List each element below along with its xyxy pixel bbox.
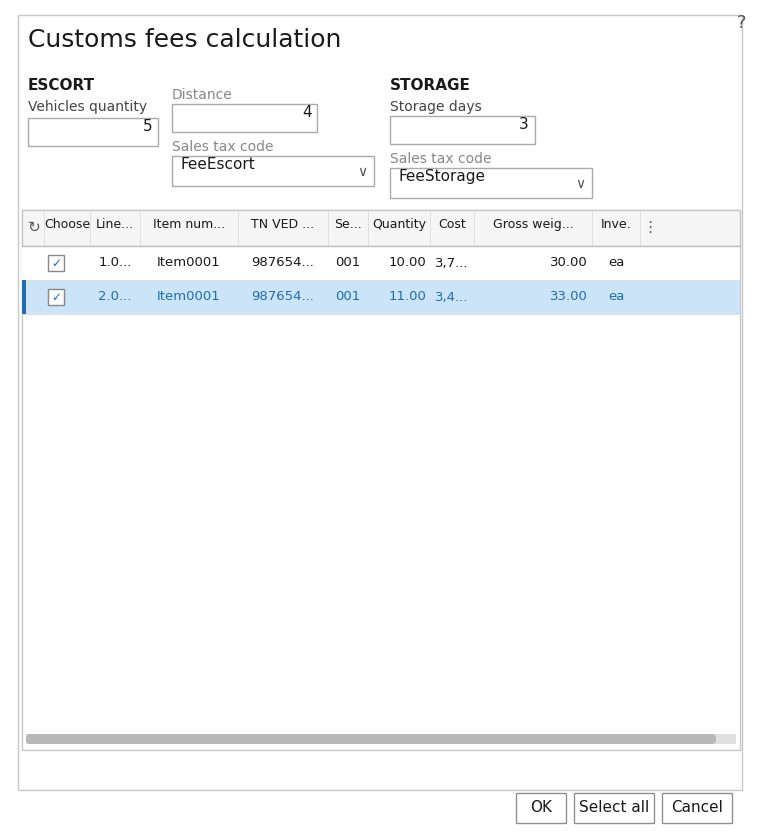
Text: 3,7...: 3,7... <box>435 257 469 269</box>
Text: ESCORT: ESCORT <box>28 78 95 93</box>
Text: Line...: Line... <box>96 218 134 231</box>
Text: Cancel: Cancel <box>671 801 723 816</box>
Text: 3: 3 <box>519 117 529 132</box>
Text: Cost: Cost <box>438 218 466 231</box>
FancyBboxPatch shape <box>48 289 64 305</box>
FancyBboxPatch shape <box>18 15 742 790</box>
Text: TN VED ...: TN VED ... <box>252 218 315 231</box>
Text: 987654...: 987654... <box>252 290 315 304</box>
Text: FeeEscort: FeeEscort <box>180 157 255 172</box>
Text: ?: ? <box>737 14 746 32</box>
FancyBboxPatch shape <box>22 246 740 280</box>
Text: OK: OK <box>530 801 552 816</box>
Text: ↻: ↻ <box>27 220 40 235</box>
Text: Gross weig...: Gross weig... <box>492 218 573 231</box>
Text: ✓: ✓ <box>51 290 61 304</box>
FancyBboxPatch shape <box>662 793 732 823</box>
Text: 33.00: 33.00 <box>550 290 588 304</box>
Text: Sales tax code: Sales tax code <box>390 152 492 166</box>
Text: ∨: ∨ <box>357 165 367 179</box>
Text: 001: 001 <box>335 257 361 269</box>
FancyBboxPatch shape <box>22 280 740 314</box>
Text: ✓: ✓ <box>51 257 61 269</box>
Text: 5: 5 <box>142 119 152 134</box>
Text: Item0001: Item0001 <box>157 257 221 269</box>
Text: ⋮: ⋮ <box>642 220 657 235</box>
FancyBboxPatch shape <box>390 116 535 144</box>
FancyBboxPatch shape <box>26 734 716 744</box>
Text: STORAGE: STORAGE <box>390 78 471 93</box>
Text: ea: ea <box>608 290 624 304</box>
Text: 4: 4 <box>302 105 312 120</box>
Text: Quantity: Quantity <box>372 218 426 231</box>
Text: Storage days: Storage days <box>390 100 482 114</box>
Text: Vehicles quantity: Vehicles quantity <box>28 100 147 114</box>
Text: Item0001: Item0001 <box>157 290 221 304</box>
Text: Inve.: Inve. <box>600 218 632 231</box>
Text: 30.00: 30.00 <box>550 257 588 269</box>
FancyBboxPatch shape <box>390 168 592 198</box>
Text: 11.00: 11.00 <box>388 290 426 304</box>
Text: Choose: Choose <box>44 218 90 231</box>
FancyBboxPatch shape <box>172 104 317 132</box>
Text: ea: ea <box>608 257 624 269</box>
FancyBboxPatch shape <box>172 156 374 186</box>
FancyBboxPatch shape <box>26 734 736 744</box>
Text: Se...: Se... <box>334 218 362 231</box>
Text: FeeStorage: FeeStorage <box>398 169 485 184</box>
Text: Select all: Select all <box>579 801 649 816</box>
Text: 10.00: 10.00 <box>388 257 426 269</box>
Text: 1.0...: 1.0... <box>98 257 131 269</box>
Text: Item num...: Item num... <box>153 218 225 231</box>
FancyBboxPatch shape <box>22 210 740 750</box>
Text: Distance: Distance <box>172 88 233 102</box>
Text: Sales tax code: Sales tax code <box>172 140 274 154</box>
Text: 987654...: 987654... <box>252 257 315 269</box>
FancyBboxPatch shape <box>516 793 566 823</box>
FancyBboxPatch shape <box>28 118 158 146</box>
FancyBboxPatch shape <box>574 793 654 823</box>
Text: ∨: ∨ <box>575 177 585 191</box>
FancyBboxPatch shape <box>22 280 26 314</box>
FancyBboxPatch shape <box>22 210 740 246</box>
Text: 001: 001 <box>335 290 361 304</box>
Text: 3,4...: 3,4... <box>435 290 469 304</box>
FancyBboxPatch shape <box>48 255 64 271</box>
Text: 2.0...: 2.0... <box>98 290 131 304</box>
Text: Customs fees calculation: Customs fees calculation <box>28 28 341 52</box>
